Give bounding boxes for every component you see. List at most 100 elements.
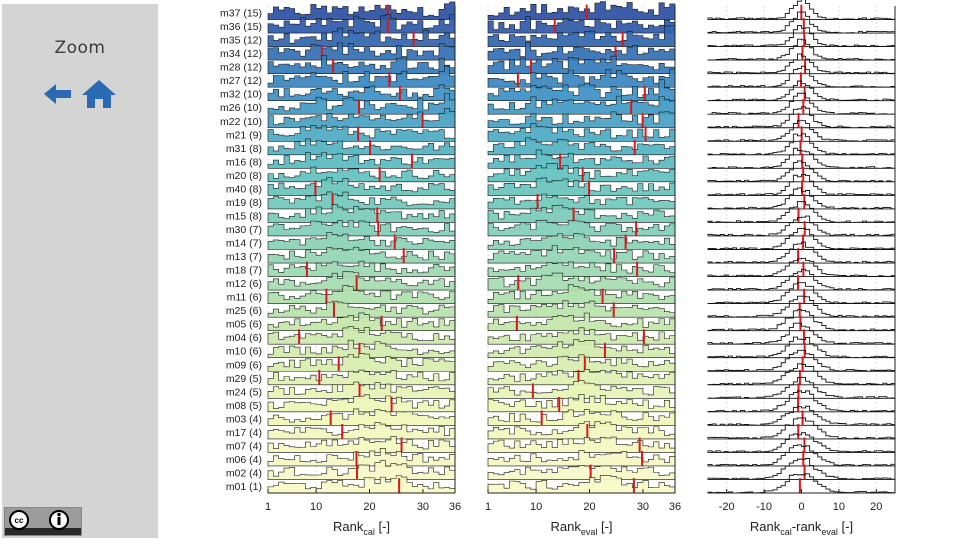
row-label-m34: m34 (12) xyxy=(220,48,262,60)
row-label-m35: m35 (12) xyxy=(220,35,262,47)
histogram-cal-m17 xyxy=(267,422,456,440)
row-label-m36: m36 (15) xyxy=(220,21,262,33)
histogram-cal-m15 xyxy=(267,204,456,223)
x-tick-label-eval-0: 1 xyxy=(485,501,491,513)
histogram-diff-m30 xyxy=(707,215,896,237)
row-label-m06: m06 (4) xyxy=(226,454,262,466)
histogram-diff-m09 xyxy=(707,349,896,372)
histogram-cal-m31 xyxy=(267,138,456,156)
row-label-m29: m29 (5) xyxy=(226,373,262,385)
panel-rank-difference: -20 -10 0 10 20 Rankcal-rankeval [-] xyxy=(707,0,896,537)
histogram-eval-m31 xyxy=(487,137,676,156)
histogram-cal-m01 xyxy=(267,475,456,494)
histogram-diff-m03 xyxy=(707,405,896,426)
histogram-diff-m37 xyxy=(707,0,896,20)
row-label-m15: m15 (8) xyxy=(226,210,262,222)
histogram-diff-m25 xyxy=(707,295,896,318)
histogram-cal-m20 xyxy=(267,166,456,183)
row-label-m11: m11 (6) xyxy=(227,292,262,304)
histogram-diff-m16 xyxy=(707,147,896,169)
svg-text:cc: cc xyxy=(15,516,24,525)
row-label-m10: m10 (6) xyxy=(226,346,262,358)
x-tick-label-cal-1: 10 xyxy=(310,501,322,513)
row-label-m19: m19 (8) xyxy=(226,197,262,209)
panel-rank-eval: 1 10 20 30 36 Rankeval [-] xyxy=(485,1,681,537)
histogram-eval-m19 xyxy=(487,193,676,210)
histogram-diff-m11 xyxy=(707,282,896,305)
row-label-m05: m05 (6) xyxy=(226,319,262,331)
histogram-diff-m10 xyxy=(707,336,896,359)
histogram-cal-m05 xyxy=(267,312,456,331)
histogram-diff-m12 xyxy=(707,268,896,291)
row-label-m09: m09 (6) xyxy=(226,359,262,371)
histogram-diff-m22 xyxy=(707,106,896,129)
histogram-eval-m34 xyxy=(487,42,676,61)
histogram-diff-m36 xyxy=(707,11,896,34)
row-label-m27: m27 (12) xyxy=(220,75,262,87)
row-label-m04: m04 (6) xyxy=(226,332,262,344)
home-button[interactable] xyxy=(80,78,118,115)
row-label-m30: m30 (7) xyxy=(226,224,262,236)
x-axis-title-cal: Rankcal [-] xyxy=(333,519,390,537)
x-tick-label-cal-3: 30 xyxy=(417,501,429,513)
histogram-diff-m07 xyxy=(707,432,896,453)
rank-histogram-chart: m37 (15)m36 (15) m35 (12)m34 (12) m28 (12)… xyxy=(220,0,896,537)
histogram-diff-m35 xyxy=(707,25,896,48)
arrow-left-icon xyxy=(44,84,71,104)
histogram-eval-m17 xyxy=(487,421,676,440)
x-tick-label-diff-1: -10 xyxy=(756,501,772,513)
row-label-m25: m25 (6) xyxy=(226,305,262,317)
histogram-diff-m08 xyxy=(707,390,896,413)
histogram-eval-m24 xyxy=(487,380,676,399)
histogram-eval-m05 xyxy=(487,312,676,331)
histogram-diff-m18 xyxy=(707,257,896,278)
histogram-cal-m32 xyxy=(267,84,456,101)
row-label-m24: m24 (5) xyxy=(226,386,262,398)
histogram-diff-m31 xyxy=(707,133,896,156)
cc-by-icon: cc xyxy=(5,508,81,535)
histogram-eval-m30 xyxy=(487,219,676,237)
histogram-cal-m22 xyxy=(267,108,456,129)
histogram-diff-m15 xyxy=(707,201,896,223)
histogram-diff-m17 xyxy=(707,417,896,440)
back-button[interactable] xyxy=(42,78,74,115)
histogram-eval-m36 xyxy=(487,16,676,34)
histogram-cal-m13 xyxy=(267,246,456,264)
histogram-eval-m25 xyxy=(487,300,676,318)
histogram-cal-m14 xyxy=(267,232,456,250)
histogram-diff-m05 xyxy=(707,309,896,332)
histogram-eval-m15 xyxy=(487,204,676,223)
histogram-eval-m21 xyxy=(487,123,676,142)
histogram-cal-m12 xyxy=(267,271,456,291)
sidebar: Zoom cc xyxy=(0,0,160,540)
x-axis-title-eval: Rankeval [-] xyxy=(550,519,612,537)
x-axis-title-diff: Rankcal-rankeval [-] xyxy=(750,519,853,537)
sidebar-panel xyxy=(2,4,158,538)
row-label-m03: m03 (4) xyxy=(226,413,262,425)
row-label-m08: m08 (5) xyxy=(226,400,262,412)
histogram-eval-m10 xyxy=(487,339,676,359)
home-icon xyxy=(82,80,116,108)
row-label-m14: m14 (7) xyxy=(226,238,262,250)
histogram-cal-m24 xyxy=(267,381,456,399)
row-label-m28: m28 (12) xyxy=(220,62,262,74)
histogram-eval-m06 xyxy=(487,450,676,467)
histogram-diff-m40 xyxy=(707,173,896,196)
histogram-cal-m10 xyxy=(267,339,456,359)
histogram-diff-m24 xyxy=(707,376,896,399)
histogram-cal-m37 xyxy=(267,1,456,20)
row-label-m40: m40 (8) xyxy=(226,183,262,195)
histogram-diff-m19 xyxy=(707,187,896,210)
histogram-cal-m16 xyxy=(267,152,456,169)
row-label-m12: m12 (6) xyxy=(226,278,262,290)
row-label-m26: m26 (10) xyxy=(220,102,262,114)
histogram-cal-m07 xyxy=(267,436,456,453)
x-tick-label-eval-3: 30 xyxy=(637,501,649,513)
x-tick-label-diff-2: 0 xyxy=(798,501,804,513)
x-tick-label-diff-4: 20 xyxy=(870,501,882,513)
row-label-m13: m13 (7) xyxy=(226,251,262,263)
histogram-diff-m04 xyxy=(707,322,896,345)
histogram-cal-m26 xyxy=(267,92,456,115)
histogram-cal-m36 xyxy=(267,14,456,34)
histogram-cal-m03 xyxy=(267,408,456,426)
